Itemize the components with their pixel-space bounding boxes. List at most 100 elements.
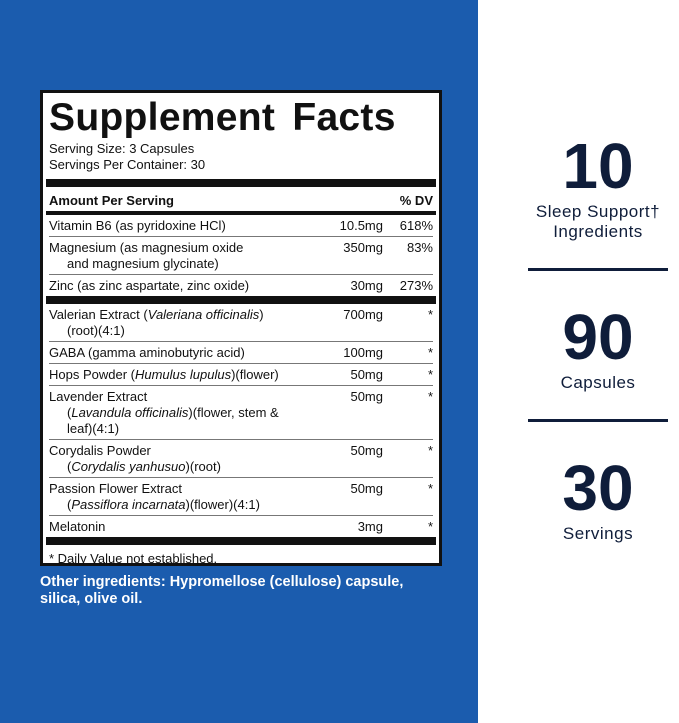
name-line: (Corydalis yanhusuo)(root) <box>49 459 303 475</box>
amount: 50mg <box>350 367 383 382</box>
name-part: Valerian Extract ( <box>49 307 148 322</box>
amount: 350mg <box>343 240 383 255</box>
name-part: (root)(4:1) <box>67 323 125 338</box>
nutrient-row: Magnesium (as magnesium oxide and magnesi… <box>49 237 433 275</box>
nutrient-name: Hops Powder (Humulus lupulus)(flower) <box>49 367 303 383</box>
daily-value: * <box>427 389 433 404</box>
name-line: Passion Flower Extract <box>49 481 303 497</box>
name-part: ( <box>67 497 72 512</box>
name-part: Humulus lupulus <box>134 367 232 382</box>
name-line: Corydalis Powder <box>49 443 303 459</box>
nutrient-row: Hops Powder (Humulus lupulus)(flower) 50m… <box>49 364 433 386</box>
rows: Vitamin B6 (as pyridoxine HCl) 10.5mg 618%… <box>46 215 436 545</box>
daily-value: 83% <box>406 240 433 255</box>
daily-value: * <box>427 367 433 382</box>
amount: 50mg <box>350 389 383 404</box>
stats: 10 Sleep Support† Ingredients 90 Capsules 30 S… <box>520 130 676 544</box>
nutrient-row: Valerian Extract (Valeriana officinalis)… <box>49 304 433 342</box>
name-line: (Lavandula officinalis)(flower, stem & l… <box>49 405 303 437</box>
name-line: (Passiflora incarnata)(flower)(4:1) <box>49 497 303 513</box>
amount: 3mg <box>357 519 383 534</box>
rule <box>46 179 436 187</box>
nutrient-name: GABA (gamma aminobutyric acid) <box>49 345 303 361</box>
daily-value: * <box>427 481 433 496</box>
nutrient-name: Valerian Extract (Valeriana officinalis)… <box>49 307 303 339</box>
name-part: Lavender Extract <box>49 389 148 404</box>
name-part: Valeriana officinalis <box>147 307 260 322</box>
daily-value: * <box>427 443 433 458</box>
facts-title: Supplement Facts <box>49 96 396 139</box>
nutrient-name: Melatonin <box>49 519 303 535</box>
header-amount: Amount Per Serving <box>49 193 174 208</box>
name-line: Hops Powder (Humulus lupulus)(flower) <box>49 367 303 383</box>
name-part: Zinc (as zinc aspartate, zinc oxide) <box>49 278 250 293</box>
name-line: Melatonin <box>49 519 303 535</box>
nutrient-row: Passion Flower Extract (Passiflora incarn… <box>49 478 433 516</box>
stat-value: 10 <box>562 130 634 202</box>
amount: 10.5mg <box>339 218 383 233</box>
nutrient-name: Corydalis Powder (Corydalis yanhusuo)(roo… <box>49 443 303 475</box>
name-part: )(flower, stem & leaf)(4:1) <box>67 405 279 436</box>
name-part: GABA (gamma aminobutyric acid) <box>49 345 245 360</box>
name-line: Magnesium (as magnesium oxide <box>49 240 303 256</box>
nutrient-name: Zinc (as zinc aspartate, zinc oxide) <box>49 278 303 294</box>
name-part: ( <box>67 459 72 474</box>
name-part: Corydalis Powder <box>49 443 151 458</box>
stat-divider <box>528 268 668 271</box>
rule <box>46 296 436 304</box>
name-part: Passion Flower Extract <box>49 481 182 496</box>
footnote: * Daily Value not established. <box>49 551 218 566</box>
daily-value: * <box>427 345 433 360</box>
nutrient-row: GABA (gamma aminobutyric acid) 100mg * <box>49 342 433 364</box>
header-row: Amount Per Serving % DV <box>49 187 433 211</box>
name-part: )(flower) <box>231 367 279 382</box>
name-line: Valerian Extract (Valeriana officinalis) <box>49 307 303 323</box>
name-part: Hops Powder ( <box>49 367 135 382</box>
header-dv: % DV <box>399 193 433 208</box>
nutrient-name: Vitamin B6 (as pyridoxine HCl) <box>49 218 303 234</box>
name-part: Vitamin B6 (as pyridoxine HCl) <box>49 218 226 233</box>
stat-divider <box>528 419 668 422</box>
name-part: Passiflora incarnata <box>71 497 186 512</box>
stat-label: Sleep Support† <box>535 202 661 221</box>
nutrient-row: Zinc (as zinc aspartate, zinc oxide) 30mg… <box>49 275 433 296</box>
nutrient-row: Corydalis Powder (Corydalis yanhusuo)(roo… <box>49 440 433 478</box>
daily-value: * <box>427 307 433 322</box>
name-part: Lavandula officinalis <box>71 405 189 420</box>
supplement-facts: Supplement Facts Serving Size: 3 Capsule… <box>40 90 442 566</box>
daily-value: 618% <box>399 218 433 233</box>
name-line: Zinc (as zinc aspartate, zinc oxide) <box>49 278 303 294</box>
nutrient-row: Melatonin 3mg * <box>49 516 433 537</box>
servings-per-container: Servings Per Container: 30 <box>49 157 206 172</box>
name-part: and magnesium glycinate) <box>67 256 219 271</box>
nutrient-name: Passion Flower Extract (Passiflora incarn… <box>49 481 303 513</box>
name-part: Magnesium (as magnesium oxide <box>49 240 244 255</box>
name-line: and magnesium glycinate) <box>49 256 303 272</box>
amount: 100mg <box>343 345 383 360</box>
daily-value: 273% <box>399 278 433 293</box>
stat-label: Ingredients <box>553 222 643 241</box>
name-part: Melatonin <box>49 519 106 534</box>
name-line: (root)(4:1) <box>49 323 303 339</box>
name-line: Lavender Extract <box>49 389 303 405</box>
stat-label: Servings <box>562 524 634 543</box>
amount: 50mg <box>350 481 383 496</box>
stat-value: 30 <box>562 452 634 524</box>
stat-label: Capsules <box>560 373 636 392</box>
amount: 30mg <box>350 278 383 293</box>
amount: 50mg <box>350 443 383 458</box>
nutrient-name: Magnesium (as magnesium oxide and magnesi… <box>49 240 303 272</box>
serving-size: Serving Size: 3 Capsules <box>49 141 195 156</box>
nutrient-name: Lavender Extract (Lavandula officinalis)(… <box>49 389 303 437</box>
nutrient-row: Lavender Extract (Lavandula officinalis)(… <box>49 386 433 440</box>
nutrient-row: Vitamin B6 (as pyridoxine HCl) 10.5mg 618% <box>49 215 433 237</box>
name-line: GABA (gamma aminobutyric acid) <box>49 345 303 361</box>
amount: 700mg <box>343 307 383 322</box>
name-part: ( <box>67 405 72 420</box>
name-part: Corydalis yanhusuo <box>71 459 186 474</box>
stat-value: 90 <box>562 301 634 373</box>
name-part: ) <box>259 307 264 322</box>
name-part: )(root) <box>185 459 221 474</box>
daily-value: * <box>427 519 433 534</box>
